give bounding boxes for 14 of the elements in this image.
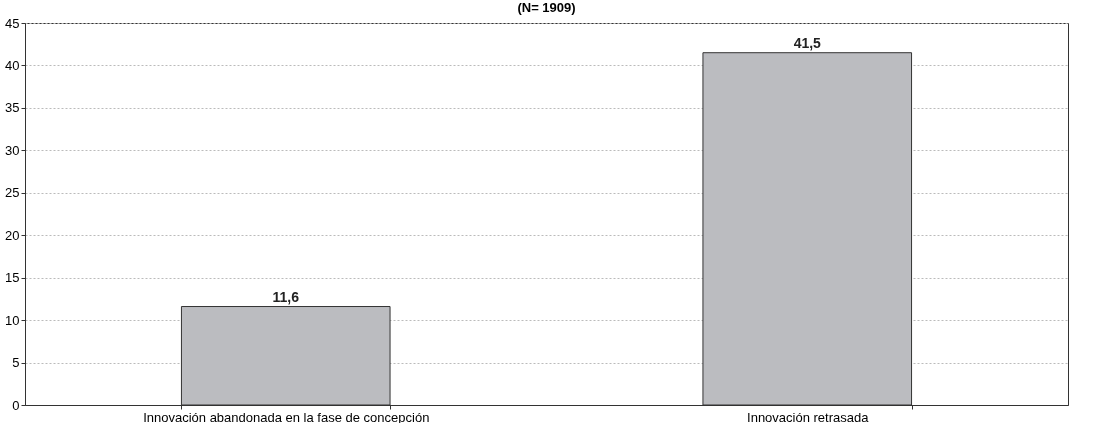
x-tick-label: Innovación retrasada [747, 409, 870, 423]
y-tick-label: 0 [12, 397, 20, 413]
y-tick-label: 45 [5, 15, 20, 31]
y-tick-label: 30 [5, 142, 20, 158]
y-tick-label: 10 [5, 312, 20, 328]
y-tick-label: 5 [12, 355, 20, 371]
data-label: 11,6 [272, 288, 300, 305]
y-tick-label: 15 [5, 270, 20, 286]
y-tick-label: 35 [5, 100, 20, 116]
data-label: 41,5 [793, 34, 822, 51]
y-tick-label: 20 [5, 227, 20, 243]
y-tick-label: 25 [5, 185, 20, 201]
y-tick-label: 40 [5, 57, 20, 73]
chart-title: (N= 1909) [517, 0, 576, 15]
